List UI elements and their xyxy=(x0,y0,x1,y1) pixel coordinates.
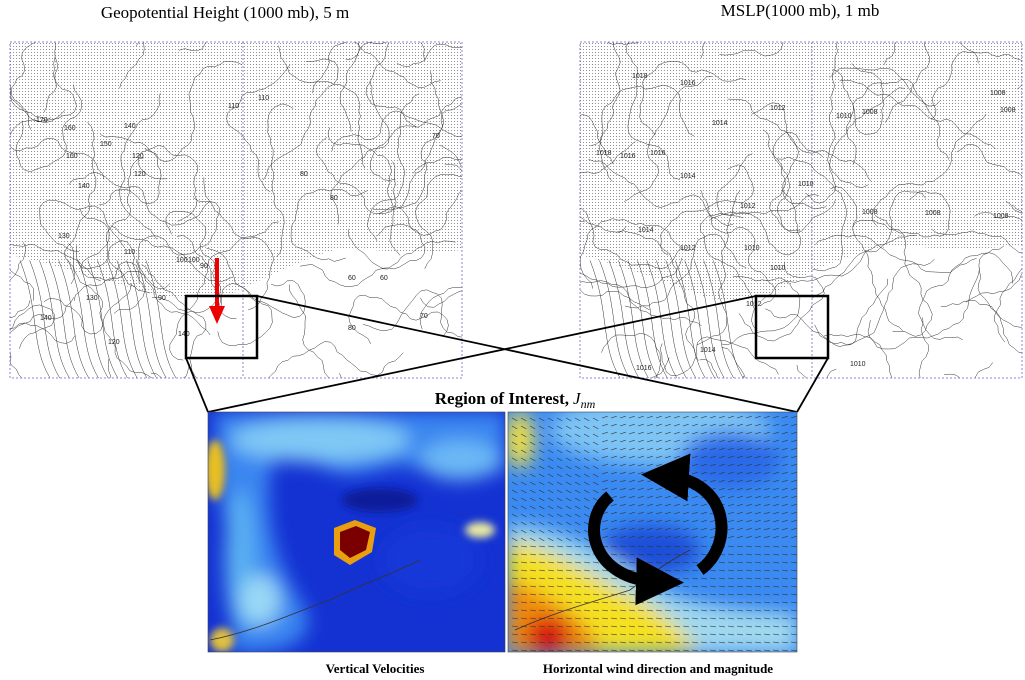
region-title-text: Region of Interest, xyxy=(435,389,569,408)
contour-label: 90 xyxy=(200,263,208,270)
contour-label: 1008 xyxy=(862,209,878,216)
contour-label: 1012 xyxy=(740,203,756,210)
contour-label: 80 xyxy=(330,195,338,202)
contour-label: 70 xyxy=(432,133,440,140)
contour-label: 1008 xyxy=(990,90,1006,97)
contour-label: 1014 xyxy=(638,227,654,234)
contour-label: 1014 xyxy=(700,347,716,354)
contour-label: 1008 xyxy=(862,109,878,116)
contour-label: 1010 xyxy=(850,361,866,368)
contour-label: 1010 xyxy=(744,245,760,252)
contour-label: 1010 xyxy=(836,113,852,120)
contour-label: 110 xyxy=(258,95,269,102)
contour-label: 1016 xyxy=(620,153,636,160)
contour-label: 70 xyxy=(420,313,428,320)
contour-label: 100 xyxy=(176,257,188,264)
contour-label: 140 xyxy=(40,315,52,322)
contour-label: 1008 xyxy=(925,210,941,217)
contour-label: 80 xyxy=(348,325,356,332)
contour-label: 1012 xyxy=(770,105,786,112)
contour-label: 1008 xyxy=(993,213,1009,220)
contour-label: 1018 xyxy=(632,73,648,80)
contour xyxy=(0,351,11,406)
contour-label: 130 xyxy=(86,295,98,302)
contour-label: 80 xyxy=(300,171,308,178)
contour-label: 140 xyxy=(78,183,90,190)
contour-label: 1008 xyxy=(1000,107,1016,114)
region-title: Region of Interest,Jnm xyxy=(435,389,596,411)
contour-label: 100 xyxy=(188,257,200,264)
contour-label: 160 xyxy=(66,153,78,160)
contour-label: 150 xyxy=(100,141,112,148)
region-subscript: nm xyxy=(581,397,596,411)
contour-label: 140 xyxy=(178,331,190,338)
contour-label: 110 xyxy=(124,249,135,256)
contour-label: 1010 xyxy=(770,265,786,272)
contour-label: 1016 xyxy=(680,80,696,87)
right-map-title: MSLP(1000 mb), 1 mb xyxy=(721,1,880,20)
contour-label: 1014 xyxy=(680,173,696,180)
contour-label: 1018 xyxy=(596,150,612,157)
contour-label: 120 xyxy=(132,153,144,160)
contour-label: 130 xyxy=(58,233,70,240)
contour-label: 90 xyxy=(158,295,166,302)
contour-label: 1012 xyxy=(680,245,696,252)
contour-label: 60 xyxy=(380,275,388,282)
contour-label: 160 xyxy=(64,125,76,132)
contour-label: 1014 xyxy=(712,120,728,127)
contour-label: 120 xyxy=(108,339,120,346)
vertical-velocity-map xyxy=(205,412,505,652)
contour xyxy=(797,365,878,500)
left-map-title: Geopotential Height (1000 mb), 5 m xyxy=(101,3,349,22)
contour-label: 120 xyxy=(134,171,146,178)
wind-map xyxy=(506,395,797,653)
contour-label: 1016 xyxy=(650,150,666,157)
contour-label: 110 xyxy=(228,103,239,110)
contour-label: 140 xyxy=(124,123,136,130)
contour-label: 60 xyxy=(348,275,356,282)
contour-label: 170 xyxy=(36,117,48,124)
left-caption: Vertical Velocities xyxy=(326,661,425,676)
right-caption: Horizontal wind direction and magnitude xyxy=(543,661,773,676)
contour-label: 1010 xyxy=(798,181,814,188)
figure: Geopotential Height (1000 mb), 5 m MSLP(… xyxy=(0,0,1025,680)
contour-label: 1016 xyxy=(636,365,652,372)
contour-label: 1012 xyxy=(746,301,762,308)
